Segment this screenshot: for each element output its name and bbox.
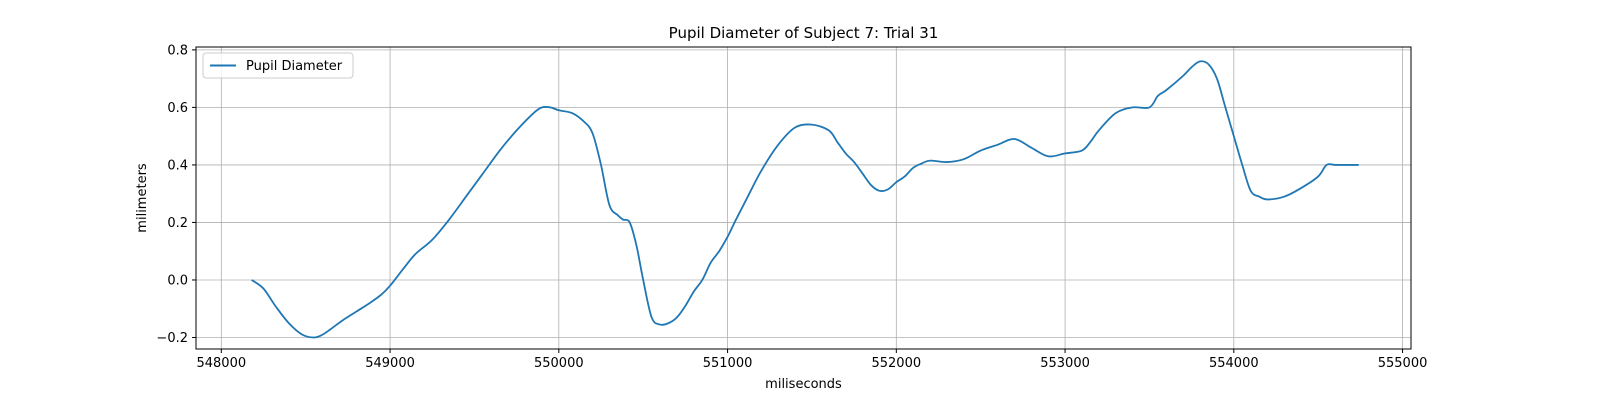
x-ticks: 548000 549000 550000 551000 552000 553000 5540… [196,349,1427,371]
x-tick-label: 549000 [365,356,415,371]
y-tick-label: 0.0 [167,273,188,288]
series-layer [251,60,1359,339]
legend-entry-pupil-diameter: Pupil Diameter [246,59,343,74]
legend-box [202,52,354,79]
plot-frame [195,46,1412,350]
y-axis-label: milimeters [135,163,150,233]
x-tick-label: 554000 [1209,356,1259,371]
x-tick-label: 551000 [703,356,753,371]
y-ticks: −0.2 0.0 0.2 0.4 0.6 0.8 [156,43,196,346]
x-tick-label: 555000 [1378,356,1428,371]
grid [196,47,1411,349]
x-axis-label: miliseconds [765,377,842,392]
x-tick-label: 550000 [534,356,584,371]
x-tick-label: 548000 [196,356,246,371]
y-tick-label: 0.4 [167,158,188,173]
y-tick-label: 0.6 [167,101,188,116]
y-tick-label: 0.2 [167,216,188,231]
x-tick-label: 552000 [871,356,921,371]
x-tick-label: 553000 [1040,356,1090,371]
legend: Pupil Diameter [202,52,354,79]
series-line-pupil-diameter [251,60,1359,339]
chart-title: Pupil Diameter of Subject 7: Trial 31 [669,24,939,42]
y-tick-label: −0.2 [156,331,188,346]
y-tick-label: 0.8 [167,43,188,58]
